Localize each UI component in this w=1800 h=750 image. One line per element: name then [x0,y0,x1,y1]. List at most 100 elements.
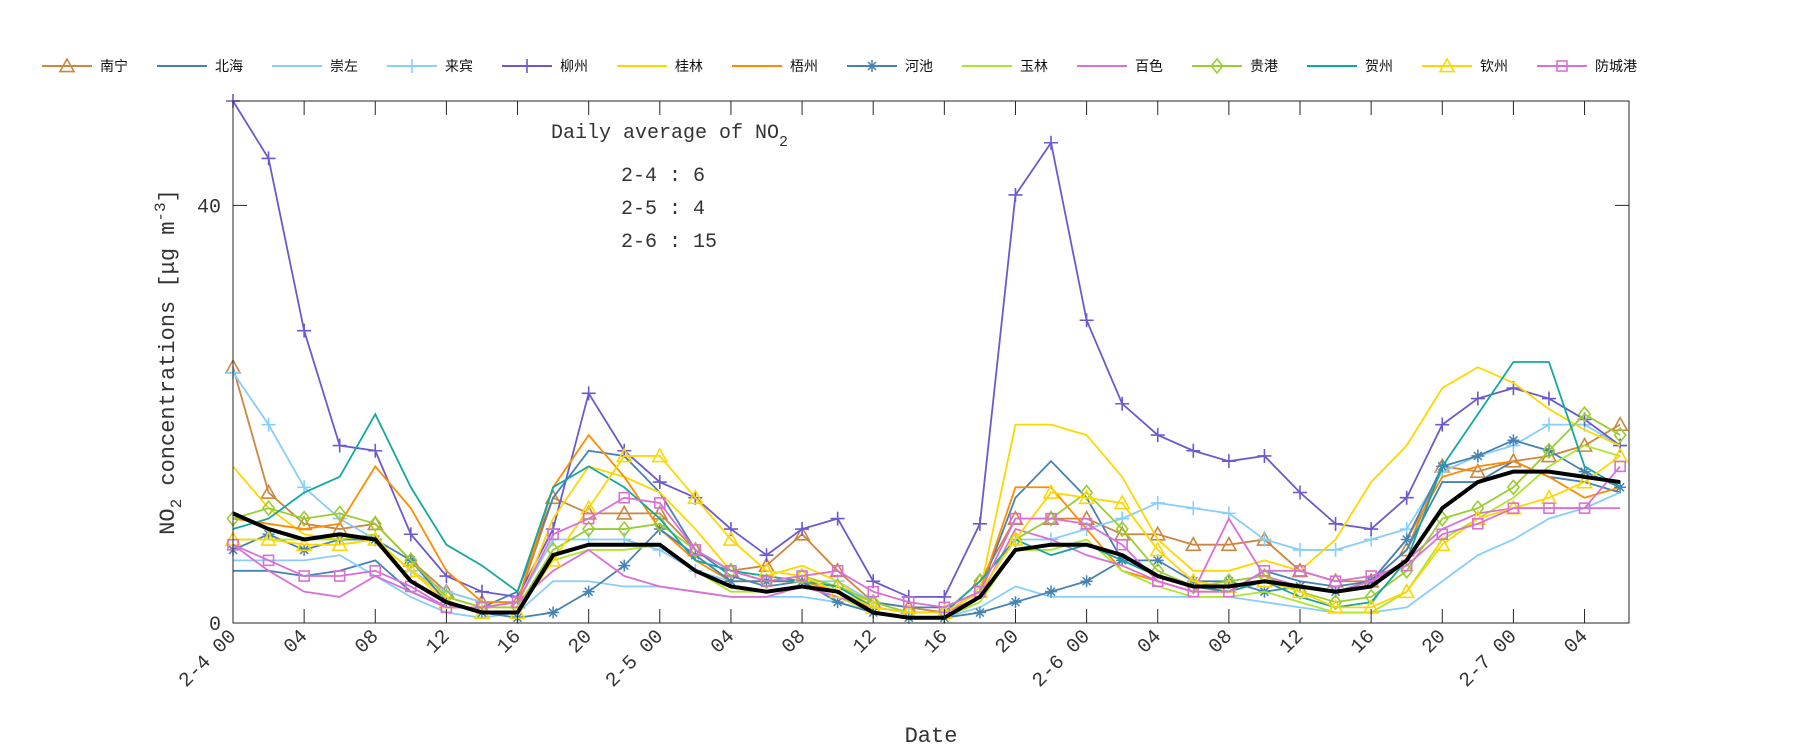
x-tick-label: 2-7 00 [1455,626,1522,693]
data-point-marker [474,584,489,599]
data-point-marker [759,548,774,563]
annotation-box: Daily average of NO2 2-4 : 6 2-5 : 4 2-6… [551,122,788,254]
legend-item-贺州: 贺州 [1307,59,1393,75]
data-point-marker [1042,483,1060,499]
data-point-marker [1151,554,1164,567]
series-layer [224,94,1629,624]
legend-label: 钦州 [1480,59,1508,75]
data-point-marker [796,570,808,582]
data-point-marker [368,515,382,533]
data-point-marker [1614,481,1627,494]
x-tick-label: 08 [351,626,384,659]
legend: 南宁 北海 崇左 来宾 柳州 桂林 梧州 河池 玉林 百色 贵港 贺州 钦州 防城港 [42,57,1637,75]
data-point-marker [331,536,349,552]
x-tick-label: 2-6 00 [1028,626,1095,693]
data-point-marker [1364,588,1378,606]
data-point-marker [1328,593,1343,611]
legend-label: 河池 [905,59,933,75]
data-point-marker [831,596,844,609]
series-来宾 [226,365,1628,620]
data-point-marker [654,497,666,509]
data-point-marker [402,562,420,578]
data-point-marker [1614,460,1626,473]
legend-marker [1556,60,1568,72]
legend-item-来宾: 来宾 [387,59,473,75]
data-point-marker [403,527,418,542]
data-point-marker [1435,417,1450,432]
data-point-marker [1469,462,1487,479]
x-tick-label: 20 [564,626,597,659]
data-point-marker [1044,510,1058,527]
legend-marker [520,59,534,73]
legend-item-桂林: 桂林 [617,59,703,75]
data-point-marker [867,585,880,598]
data-point-marker [261,499,276,517]
data-point-marker [615,447,633,463]
data-point-marker [1220,536,1238,552]
data-point-marker [615,504,633,520]
data-point-marker [333,505,347,522]
legend-item-钦州: 钦州 [1422,57,1508,75]
data-point-marker [298,570,310,582]
x-axis-label: Date [905,724,958,749]
data-point-marker [760,575,773,588]
data-point-marker [261,417,276,432]
data-point-marker [1258,564,1271,577]
legend-item-北海: 北海 [157,59,243,75]
data-point-marker [1115,396,1130,411]
data-point-marker [1364,522,1379,537]
data-point-marker [1542,442,1556,460]
data-point-marker [1472,518,1484,530]
y-tick-label: 0 [209,614,221,637]
x-tick-label: 08 [1205,626,1238,659]
data-point-marker [1291,583,1309,599]
data-point-marker [617,520,631,538]
data-point-marker [1149,541,1167,557]
data-point-marker [1507,502,1520,514]
x-tick-label: 20 [1418,626,1451,659]
legend-item-柳州: 柳州 [502,58,588,75]
legend-marker [866,60,878,72]
data-point-marker [1611,415,1629,432]
legend-marker [58,57,76,73]
data-point-marker [1257,532,1272,547]
legend-item-贵港: 贵港 [1192,57,1278,75]
data-point-marker [1078,489,1095,505]
annotation-line-2: 2-5 : 4 [621,198,705,221]
legend-label: 贺州 [1365,59,1393,75]
data-point-marker [725,564,737,577]
data-point-marker [260,530,277,546]
x-tick-label: 16 [920,626,953,659]
data-point-marker [1186,443,1201,458]
data-point-marker [795,567,809,585]
data-point-marker [1045,585,1058,598]
legend-item-玉林: 玉林 [962,59,1048,75]
data-point-marker [653,515,667,533]
legend-label: 梧州 [790,59,818,75]
data-point-marker [1365,570,1377,582]
data-point-marker [404,552,418,569]
data-point-marker [759,572,774,590]
data-point-marker [1470,391,1485,406]
data-point-marker [653,523,666,536]
data-point-marker [722,530,740,546]
legend-label: 崇左 [330,59,358,75]
legend-item-梧州: 梧州 [732,59,818,75]
data-point-marker [1150,495,1165,510]
data-point-marker [333,570,346,582]
data-point-marker [689,544,702,556]
data-point-marker [582,585,595,598]
data-point-marker [831,564,844,577]
data-point-marker [724,575,737,588]
legend-label: 来宾 [445,59,473,75]
annotation-line-1: 2-4 : 6 [621,165,705,188]
x-tick-label: 12 [849,626,882,659]
data-point-marker [1541,391,1556,406]
legend-label: 桂林 [675,59,703,75]
data-point-marker [651,447,669,463]
data-point-marker [1507,434,1520,447]
data-point-marker [1257,448,1272,463]
data-point-marker [1045,512,1057,525]
